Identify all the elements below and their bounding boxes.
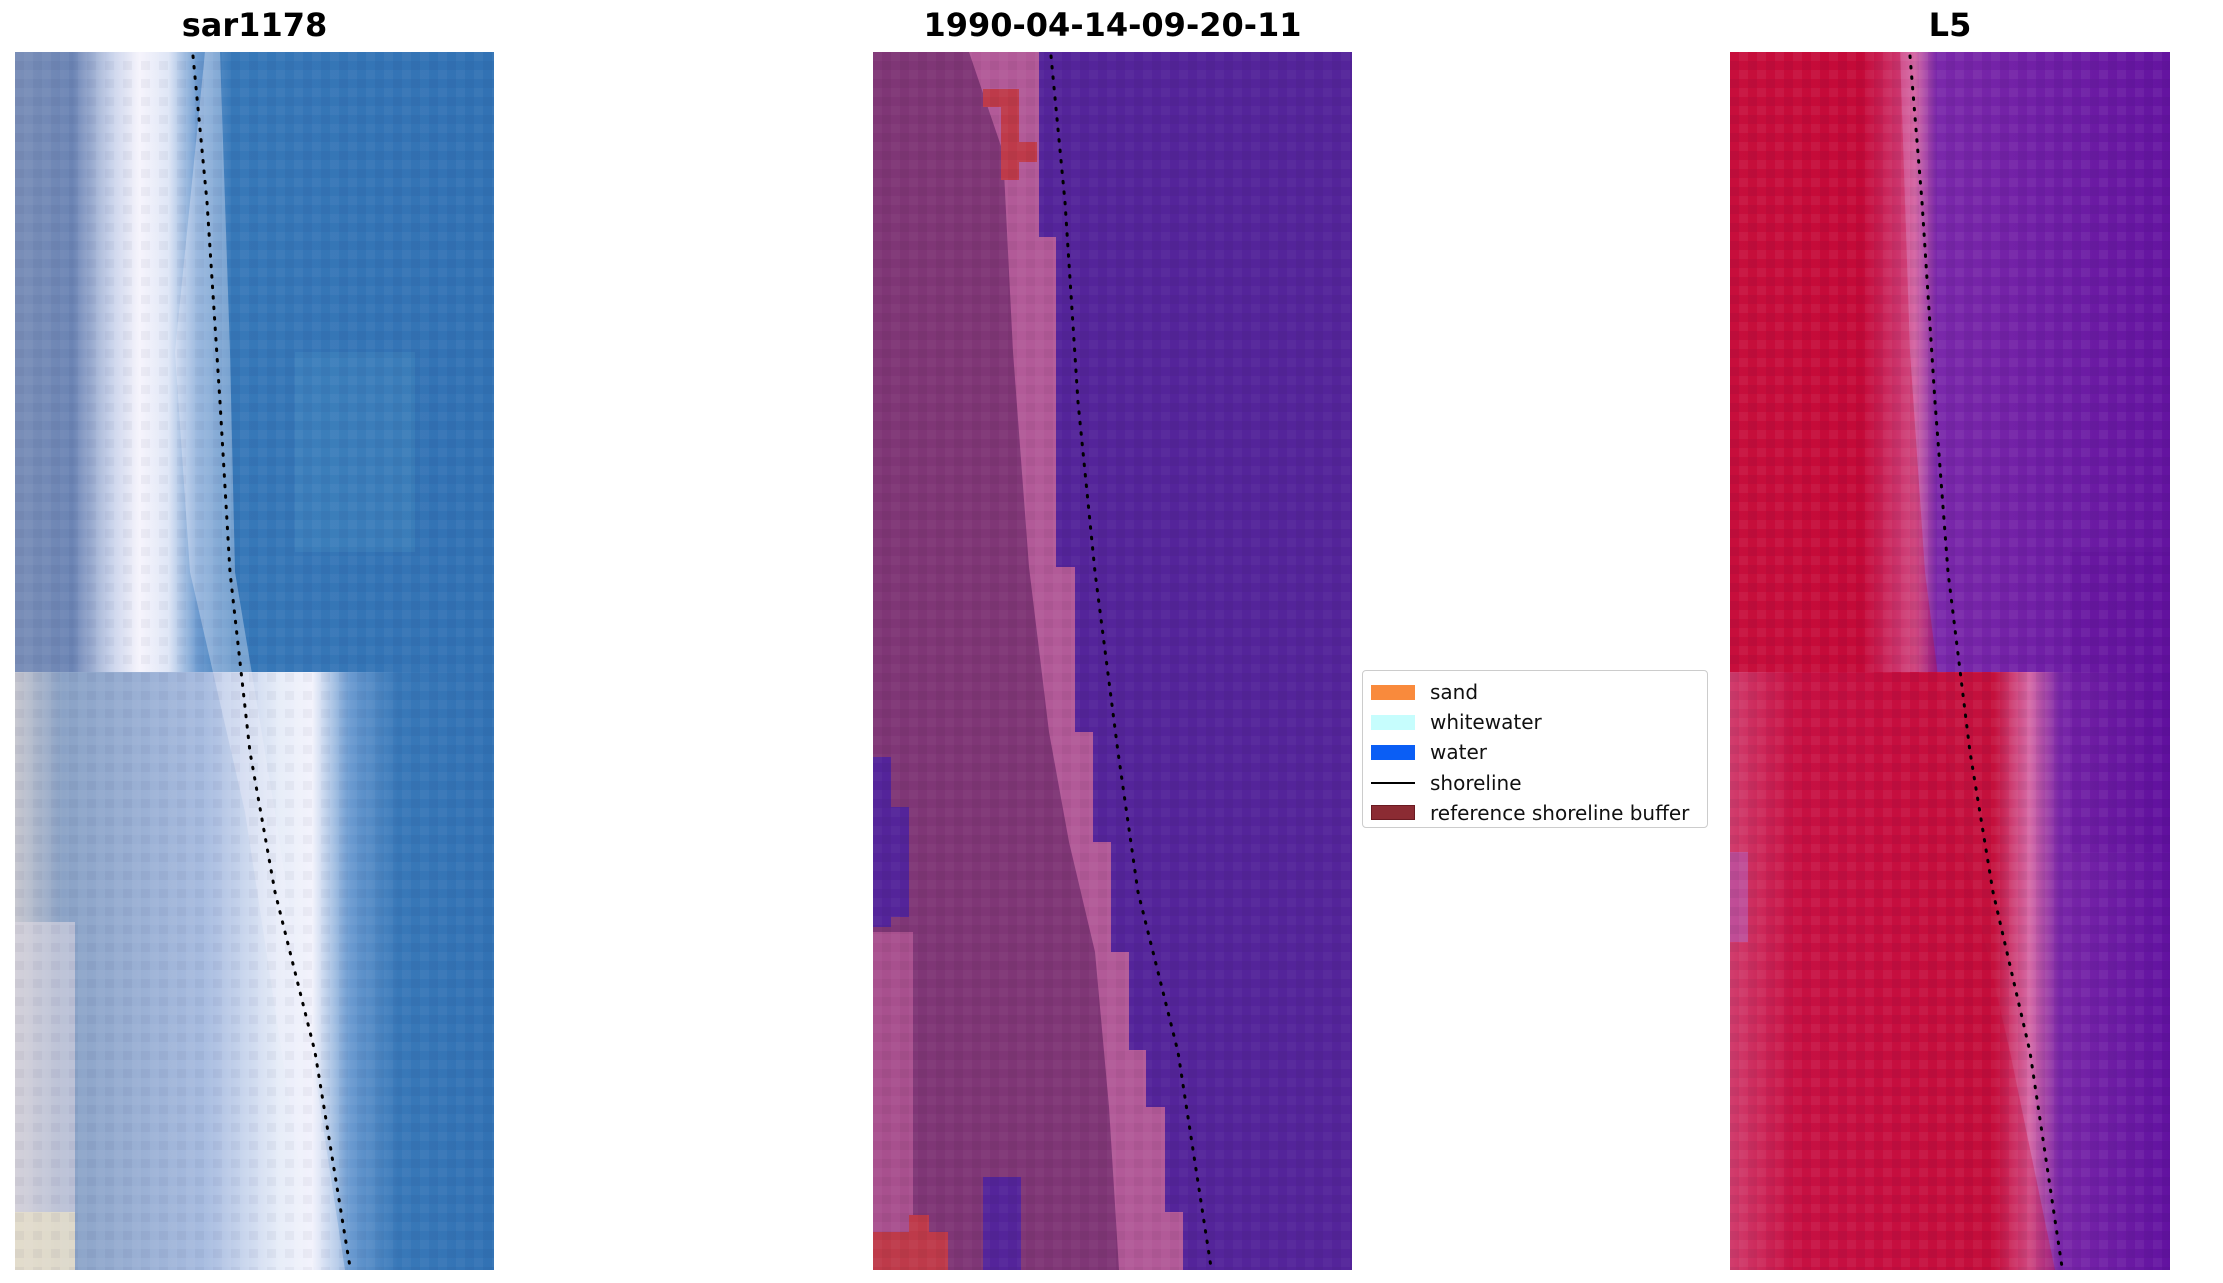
classification-image: [873, 52, 1352, 1270]
legend-item-whitewater: whitewater: [1363, 707, 1707, 737]
rgb-image-panel: [15, 52, 494, 1270]
legend: sand whitewater water shoreline referenc…: [1362, 670, 1708, 828]
whitewater-swatch: [1371, 714, 1415, 730]
legend-label: water: [1430, 740, 1487, 765]
classification-panel: [873, 52, 1352, 1270]
legend-item-water: water: [1363, 737, 1707, 767]
shoreline-line-swatch: [1371, 781, 1415, 784]
legend-label: sand: [1430, 680, 1479, 705]
panel-title-index: L5: [1928, 6, 1972, 44]
legend-label: whitewater: [1430, 710, 1542, 735]
rgb-image: [15, 52, 494, 1270]
legend-label: shoreline: [1430, 770, 1522, 795]
reference-buffer-swatch: [1371, 805, 1415, 821]
panel-title-date: 1990-04-14-09-20-11: [923, 6, 1302, 44]
legend-item-shoreline: shoreline: [1363, 768, 1707, 798]
sand-swatch: [1371, 684, 1415, 700]
panel-title-sar: sar1178: [181, 6, 328, 44]
legend-item-reference-buffer: reference shoreline buffer: [1363, 798, 1707, 828]
legend-item-sand: sand: [1363, 677, 1707, 707]
index-image: [1730, 52, 2170, 1270]
water-swatch: [1371, 744, 1415, 760]
index-panel: [1730, 52, 2170, 1270]
legend-label: reference shoreline buffer: [1430, 800, 1690, 825]
